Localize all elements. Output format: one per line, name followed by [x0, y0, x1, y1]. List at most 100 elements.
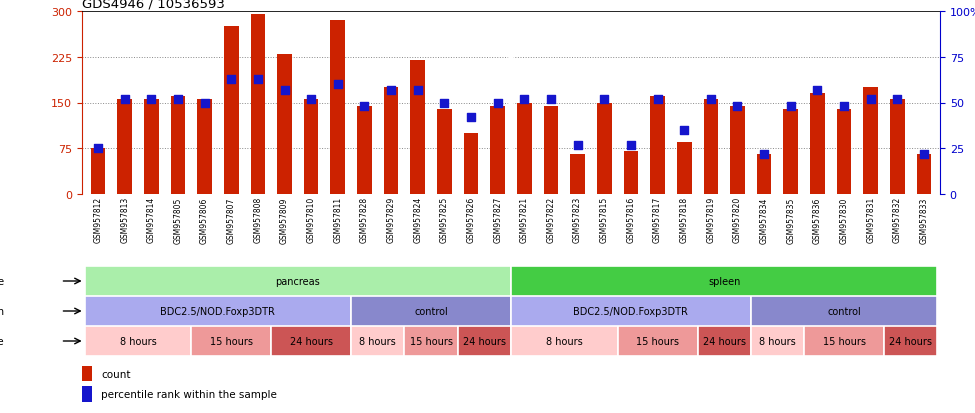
Bar [82, 366, 93, 381]
Text: GSM957834: GSM957834 [760, 197, 768, 243]
Text: BDC2.5/NOD.Foxp3DTR: BDC2.5/NOD.Foxp3DTR [161, 306, 275, 316]
Bar [197, 100, 212, 195]
Text: 24 hours: 24 hours [463, 336, 506, 346]
Bar [570, 155, 585, 195]
Point [143, 96, 159, 103]
Point [863, 96, 878, 103]
Text: GSM957810: GSM957810 [307, 197, 316, 243]
Text: 24 hours: 24 hours [889, 336, 932, 346]
Bar [357, 106, 371, 195]
Text: GSM957830: GSM957830 [839, 197, 848, 243]
Text: GSM957824: GSM957824 [413, 197, 422, 243]
Point [517, 96, 532, 103]
Text: GSM957811: GSM957811 [333, 197, 342, 243]
Point [729, 104, 745, 110]
Bar [617, 326, 697, 356]
Point [916, 151, 932, 158]
Point [809, 87, 825, 94]
Text: GSM957829: GSM957829 [387, 197, 396, 243]
Point [489, 100, 505, 107]
Text: GSM957817: GSM957817 [653, 197, 662, 243]
Point [703, 96, 719, 103]
Text: GSM957818: GSM957818 [680, 197, 688, 243]
Text: 15 hours: 15 hours [823, 336, 866, 346]
Text: GSM957825: GSM957825 [440, 197, 449, 243]
Point [837, 104, 852, 110]
Bar [511, 296, 751, 326]
Bar [191, 326, 271, 356]
Point [649, 96, 665, 103]
Text: GSM957836: GSM957836 [813, 197, 822, 243]
Bar [511, 326, 617, 356]
Bar [85, 326, 191, 356]
Text: time: time [0, 336, 5, 346]
Bar [224, 27, 239, 195]
Text: 15 hours: 15 hours [636, 336, 679, 346]
Text: GSM957833: GSM957833 [919, 197, 928, 243]
Text: GSM957820: GSM957820 [733, 197, 742, 243]
Bar [511, 266, 937, 296]
Bar [490, 106, 505, 195]
Text: 15 hours: 15 hours [210, 336, 253, 346]
Bar [884, 326, 937, 356]
Text: GSM957822: GSM957822 [546, 197, 556, 243]
Point [223, 76, 239, 83]
Bar [544, 106, 559, 195]
Text: 24 hours: 24 hours [703, 336, 746, 346]
Text: GSM957809: GSM957809 [280, 197, 289, 243]
Point [357, 104, 372, 110]
Point [170, 96, 185, 103]
Point [277, 87, 292, 94]
Bar [117, 100, 132, 195]
Text: GSM957806: GSM957806 [200, 197, 209, 243]
Text: GSM957813: GSM957813 [120, 197, 129, 243]
Text: 8 hours: 8 hours [546, 336, 583, 346]
Point [410, 87, 425, 94]
Text: control: control [414, 306, 448, 316]
Bar [837, 109, 851, 195]
Text: count: count [100, 369, 131, 379]
Bar [677, 143, 691, 195]
Point [303, 96, 319, 103]
Bar [91, 149, 105, 195]
Bar [757, 155, 771, 195]
Text: percentile rank within the sample: percentile rank within the sample [100, 389, 277, 399]
Bar [784, 109, 799, 195]
Text: GSM957814: GSM957814 [147, 197, 156, 243]
Text: BDC2.5/NOD.Foxp3DTR: BDC2.5/NOD.Foxp3DTR [573, 306, 688, 316]
Point [91, 146, 106, 152]
Text: GSM957823: GSM957823 [573, 197, 582, 243]
Bar [916, 155, 931, 195]
Bar [405, 326, 457, 356]
Bar [144, 100, 159, 195]
Text: GSM957828: GSM957828 [360, 197, 369, 243]
Text: GSM957826: GSM957826 [466, 197, 476, 243]
Bar [251, 15, 265, 195]
Bar [697, 326, 751, 356]
Text: GSM957831: GSM957831 [866, 197, 876, 243]
Point [250, 76, 265, 83]
Bar [517, 103, 531, 195]
Bar [384, 88, 399, 195]
Point [597, 96, 612, 103]
Bar [464, 134, 479, 195]
Bar [890, 100, 905, 195]
Bar [804, 326, 884, 356]
Text: 8 hours: 8 hours [120, 336, 156, 346]
Bar [304, 100, 319, 195]
Bar [85, 296, 351, 326]
Bar [751, 326, 804, 356]
Bar [351, 296, 511, 326]
Point [437, 100, 452, 107]
Bar [810, 94, 825, 195]
Bar [271, 326, 351, 356]
Point [383, 87, 399, 94]
Text: GSM957815: GSM957815 [600, 197, 608, 243]
Text: pancreas: pancreas [276, 276, 320, 286]
Text: GSM957819: GSM957819 [706, 197, 716, 243]
Point [677, 127, 692, 134]
Point [543, 96, 559, 103]
Text: 24 hours: 24 hours [290, 336, 332, 346]
Bar [85, 266, 511, 296]
Bar [351, 326, 405, 356]
